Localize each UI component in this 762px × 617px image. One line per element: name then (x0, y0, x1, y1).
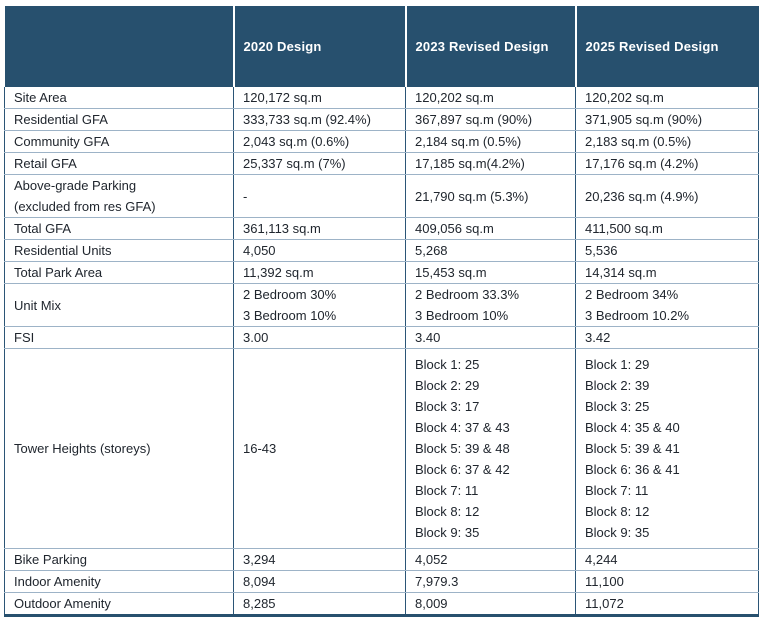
row-value-2023: 367,897 sq.m (90%) (405, 108, 576, 131)
row-value-2023: 7,979.3 (405, 570, 576, 593)
table-row: FSI 3.00 3.40 3.42 (4, 326, 759, 349)
table-row: Tower Heights (storeys) 16-43 Block 1: 25 … (4, 348, 759, 549)
header-2023-revised-design: 2023 Revised Design (404, 6, 576, 87)
row-label: Indoor Amenity (4, 570, 234, 593)
table-row: Total Park Area 11,392 sq.m 15,453 sq.m 14,… (4, 261, 759, 284)
row-value-2023: Block 1: 25 Block 2: 29 Block 3: 17 Bloc… (405, 348, 576, 549)
row-value-2020: 120,172 sq.m (233, 87, 406, 109)
row-label: Tower Heights (storeys) (4, 348, 234, 549)
row-value-2020: 16-43 (233, 348, 406, 549)
table-row: Total GFA 361,113 sq.m 409,056 sq.m 411,500… (4, 217, 759, 240)
row-value-2025: 5,536 (575, 239, 759, 262)
row-value-2025: 14,314 sq.m (575, 261, 759, 284)
row-label: Total Park Area (4, 261, 234, 284)
row-value-2020: 25,337 sq.m (7%) (233, 152, 406, 175)
row-value-2025: 2,183 sq.m (0.5%) (575, 130, 759, 153)
row-label: Community GFA (4, 130, 234, 153)
row-value-2023: 2 Bedroom 33.3% 3 Bedroom 10% (405, 283, 576, 327)
table-body: Site Area 120,172 sq.m 120,202 sq.m 120,202… (4, 87, 759, 617)
row-value-2023: 3.40 (405, 326, 576, 349)
row-value-2023: 409,056 sq.m (405, 217, 576, 240)
row-value-2020: 2,043 sq.m (0.6%) (233, 130, 406, 153)
table-row: Outdoor Amenity 8,285 8,009 11,072 (4, 592, 759, 617)
row-value-2023: 4,052 (405, 548, 576, 571)
row-value-2025: 4,244 (575, 548, 759, 571)
row-label: Unit Mix (4, 283, 234, 327)
row-label: Outdoor Amenity (4, 592, 234, 617)
table-row: Bike Parking 3,294 4,052 4,244 (4, 548, 759, 571)
table-row: Above-grade Parking (excluded from res G… (4, 174, 759, 218)
row-value-2025: 371,905 sq.m (90%) (575, 108, 759, 131)
header-2020-design: 2020 Design (232, 6, 406, 87)
row-value-2020: 3,294 (233, 548, 406, 571)
table-row: Unit Mix 2 Bedroom 30% 3 Bedroom 10% 2 Bed… (4, 283, 759, 327)
row-value-2023: 8,009 (405, 592, 576, 617)
row-label: Residential GFA (4, 108, 234, 131)
row-value-2020: 361,113 sq.m (233, 217, 406, 240)
header-2025-revised-design: 2025 Revised Design (574, 6, 759, 87)
table-row: Residential Units 4,050 5,268 5,536 (4, 239, 759, 262)
row-label: FSI (4, 326, 234, 349)
table-row: Indoor Amenity 8,094 7,979.3 11,100 (4, 570, 759, 593)
row-value-2025: 3.42 (575, 326, 759, 349)
row-label: Retail GFA (4, 152, 234, 175)
row-value-2020: 8,094 (233, 570, 406, 593)
row-value-2023: 15,453 sq.m (405, 261, 576, 284)
row-label: Total GFA (4, 217, 234, 240)
row-value-2025: 2 Bedroom 34% 3 Bedroom 10.2% (575, 283, 759, 327)
table-row: Site Area 120,172 sq.m 120,202 sq.m 120,202… (4, 87, 759, 109)
row-value-2025: 11,100 (575, 570, 759, 593)
design-comparison-table: 2020 Design 2023 Revised Design 2025 Rev… (4, 6, 759, 617)
table-row: Community GFA 2,043 sq.m (0.6%) 2,184 sq.m… (4, 130, 759, 153)
row-label: Bike Parking (4, 548, 234, 571)
row-label: Site Area (4, 87, 234, 109)
header-blank-cell (4, 6, 234, 87)
row-value-2023: 21,790 sq.m (5.3%) (405, 174, 576, 218)
row-value-2025: 411,500 sq.m (575, 217, 759, 240)
row-value-2020: 3.00 (233, 326, 406, 349)
table-row: Retail GFA 25,337 sq.m (7%) 17,185 sq.m(4.… (4, 152, 759, 175)
row-value-2025: Block 1: 29 Block 2: 39 Block 3: 25 Bloc… (575, 348, 759, 549)
row-value-2025: 17,176 sq.m (4.2%) (575, 152, 759, 175)
row-value-2020: 11,392 sq.m (233, 261, 406, 284)
header-row: 2020 Design 2023 Revised Design 2025 Rev… (4, 6, 759, 87)
row-label: Residential Units (4, 239, 234, 262)
row-value-2025: 11,072 (575, 592, 759, 617)
row-value-2020: 8,285 (233, 592, 406, 617)
row-value-2025: 20,236 sq.m (4.9%) (575, 174, 759, 218)
row-value-2025: 120,202 sq.m (575, 87, 759, 109)
row-label: Above-grade Parking (excluded from res G… (4, 174, 234, 218)
row-value-2020: - (233, 174, 406, 218)
row-value-2020: 4,050 (233, 239, 406, 262)
row-value-2020: 333,733 sq.m (92.4%) (233, 108, 406, 131)
row-value-2023: 2,184 sq.m (0.5%) (405, 130, 576, 153)
table-row: Residential GFA 333,733 sq.m (92.4%) 367,8… (4, 108, 759, 131)
row-value-2023: 120,202 sq.m (405, 87, 576, 109)
row-value-2023: 5,268 (405, 239, 576, 262)
row-value-2020: 2 Bedroom 30% 3 Bedroom 10% (233, 283, 406, 327)
row-value-2023: 17,185 sq.m(4.2%) (405, 152, 576, 175)
